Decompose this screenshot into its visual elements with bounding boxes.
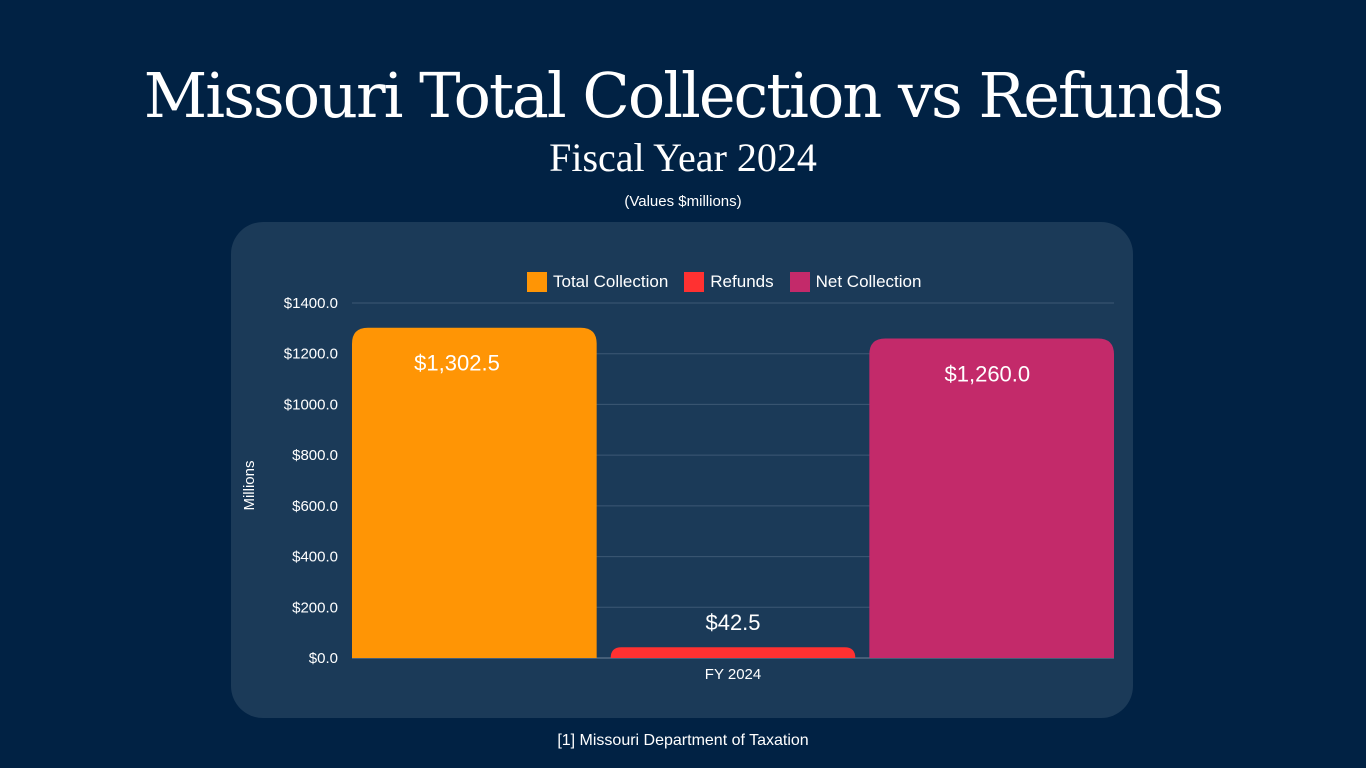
legend-swatch	[684, 272, 705, 292]
legend-label: Refunds	[710, 272, 774, 291]
x-tick-label: FY 2024	[705, 666, 761, 683]
data-label: $42.5	[705, 610, 760, 635]
bar-net-collection	[869, 338, 1114, 658]
legend-swatch	[789, 272, 810, 292]
y-tick-label: $1000.0	[284, 396, 338, 413]
y-tick-label: $600.0	[292, 498, 338, 515]
y-tick-label: $1200.0	[284, 346, 338, 363]
legend-item: Net Collection	[789, 272, 922, 292]
chart-subtitle: Fiscal Year 2024	[549, 135, 817, 180]
data-label: $1,260.0	[945, 362, 1031, 387]
chart-title: Missouri Total Collection vs Refunds	[143, 59, 1224, 132]
data-label: $1,302.5	[414, 351, 500, 376]
legend-item: Refunds	[684, 272, 774, 292]
y-axis-label: Millions	[241, 460, 258, 510]
legend-swatch	[527, 272, 547, 292]
y-tick-label: $400.0	[292, 549, 338, 566]
legend: Total Collection Refunds Net Collection	[527, 272, 921, 292]
bar-refunds	[610, 647, 856, 658]
y-tick-label: $1400.0	[284, 295, 338, 312]
legend-label: Total Collection	[553, 272, 669, 291]
y-tick-label: $800.0	[292, 447, 338, 464]
y-tick-label: $0.0	[309, 650, 338, 667]
units-note: (Values $millions)	[624, 193, 742, 210]
bar-total-collection	[352, 327, 597, 658]
legend-item: Total Collection	[527, 272, 668, 292]
source-note: [1] Missouri Department of Taxation	[557, 732, 809, 749]
legend-label: Net Collection	[815, 272, 922, 291]
y-tick-label: $200.0	[292, 599, 338, 616]
